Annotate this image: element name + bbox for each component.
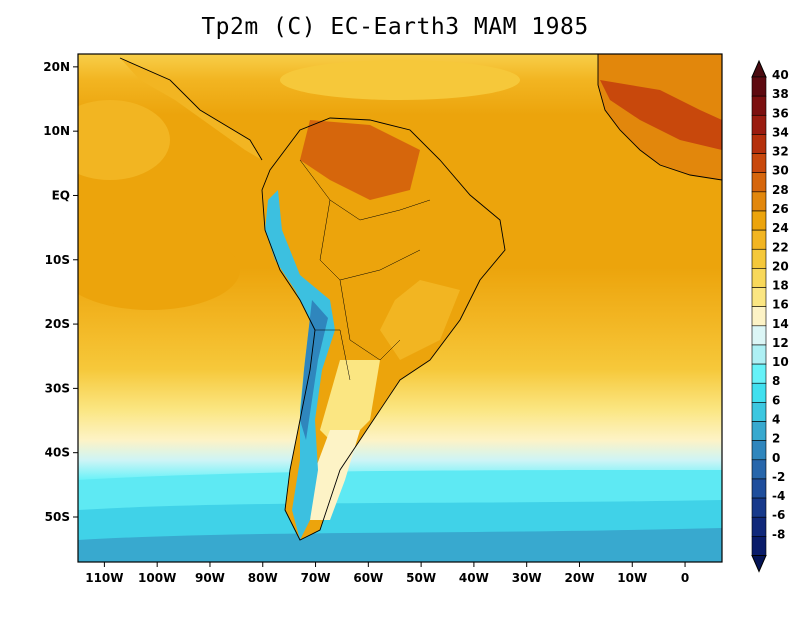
colorbar-label: -4 [772, 489, 785, 503]
colorbar-swatch [751, 76, 767, 97]
colorbar-swatch [751, 382, 767, 403]
lon-label: 40W [459, 571, 489, 585]
colorbar-label: 30 [772, 164, 789, 178]
colorbar-label: 4 [772, 413, 780, 427]
lat-label: 50S [45, 510, 70, 524]
lon-label: 50W [406, 571, 436, 585]
colorbar-swatch [751, 402, 767, 422]
lon-label: 10W [617, 571, 647, 585]
colorbar-swatch [751, 153, 767, 173]
colorbar-swatch [751, 478, 767, 499]
colorbar-label: 22 [772, 240, 789, 254]
lon-label: 100W [138, 571, 176, 585]
lon-label: 30W [512, 571, 542, 585]
lon-label: 90W [195, 571, 225, 585]
map-frame [77, 53, 723, 563]
colorbar-swatch [751, 516, 767, 537]
colorbar-label: 12 [772, 336, 789, 350]
lon-label: 60W [353, 571, 383, 585]
colorbar: 4038363432302826242220181614121086420-2-… [751, 59, 789, 573]
lat-label: 40S [45, 446, 70, 460]
lon-label: 20W [565, 571, 595, 585]
colorbar-swatch [751, 210, 767, 231]
colorbar-label: 10 [772, 355, 789, 369]
colorbar-swatch [751, 268, 767, 288]
colorbar-swatch [751, 287, 767, 307]
colorbar-label: 2 [772, 432, 780, 446]
colorbar-label: -8 [772, 527, 785, 541]
colorbar-swatch [751, 306, 767, 327]
colorbar-label: 32 [772, 145, 789, 159]
andes-cold-band [265, 190, 335, 540]
lat-label: 10S [45, 253, 70, 267]
colorbar-label: 40 [772, 68, 789, 82]
colorbar-swatch [751, 191, 767, 212]
colorbar-swatch [751, 95, 767, 116]
lat-label: 20S [45, 317, 70, 331]
latitude-axis: 20N 10N EQ 10S 20S 30S 40S 50S [43, 60, 78, 524]
lon-label: 0 [681, 571, 689, 585]
lon-label: 70W [301, 571, 331, 585]
longitude-axis: 110W 100W 90W 80W 70W 60W 50W 40W 30W 20W 10W 0 [85, 562, 689, 585]
central-america-land [120, 58, 262, 160]
colorbar-label: 14 [772, 317, 789, 331]
colorbar-label: 38 [772, 87, 789, 101]
colorbar-label: 16 [772, 298, 789, 312]
colorbar-swatch [751, 536, 767, 556]
colorbar-swatch [751, 459, 767, 480]
lat-label: 10N [43, 124, 70, 138]
lat-label: 30S [45, 381, 70, 395]
colorbar-label: 36 [772, 106, 789, 120]
colorbar-label: 24 [772, 221, 789, 235]
colorbar-swatch [751, 114, 767, 135]
colorbar-label: 6 [772, 393, 780, 407]
colorbar-label: 34 [772, 125, 789, 139]
colorbar-label: -2 [772, 470, 785, 484]
colorbar-bottom-arrow [751, 555, 767, 573]
colorbar-label: 28 [772, 183, 789, 197]
colorbar-label: 18 [772, 279, 789, 293]
colorbar-swatch [751, 172, 767, 193]
lat-label: EQ [52, 188, 70, 202]
colorbar-swatch [751, 344, 767, 365]
colorbar-swatch [751, 421, 767, 441]
lon-label: 110W [85, 571, 123, 585]
colorbar-swatch [751, 363, 767, 384]
temperature-field [78, 54, 722, 562]
colorbar-label: 26 [772, 202, 789, 216]
colorbar-swatch [751, 229, 767, 250]
map-title: Tp2m (C) EC-Earth3 MAM 1985 [201, 14, 589, 40]
colorbar-swatch [751, 497, 767, 518]
colorbar-label: 8 [772, 374, 780, 388]
colorbar-label: -6 [772, 508, 785, 522]
colorbar-top-arrow [751, 59, 767, 78]
lat-label: 20N [43, 60, 70, 74]
colorbar-label: 20 [772, 259, 789, 273]
colorbar-swatch [751, 248, 767, 269]
colorbar-swatch [751, 134, 767, 154]
colorbar-swatch [751, 440, 767, 461]
lon-label: 80W [248, 571, 278, 585]
colorbar-swatch [751, 325, 767, 346]
colorbar-label: 0 [772, 451, 780, 465]
